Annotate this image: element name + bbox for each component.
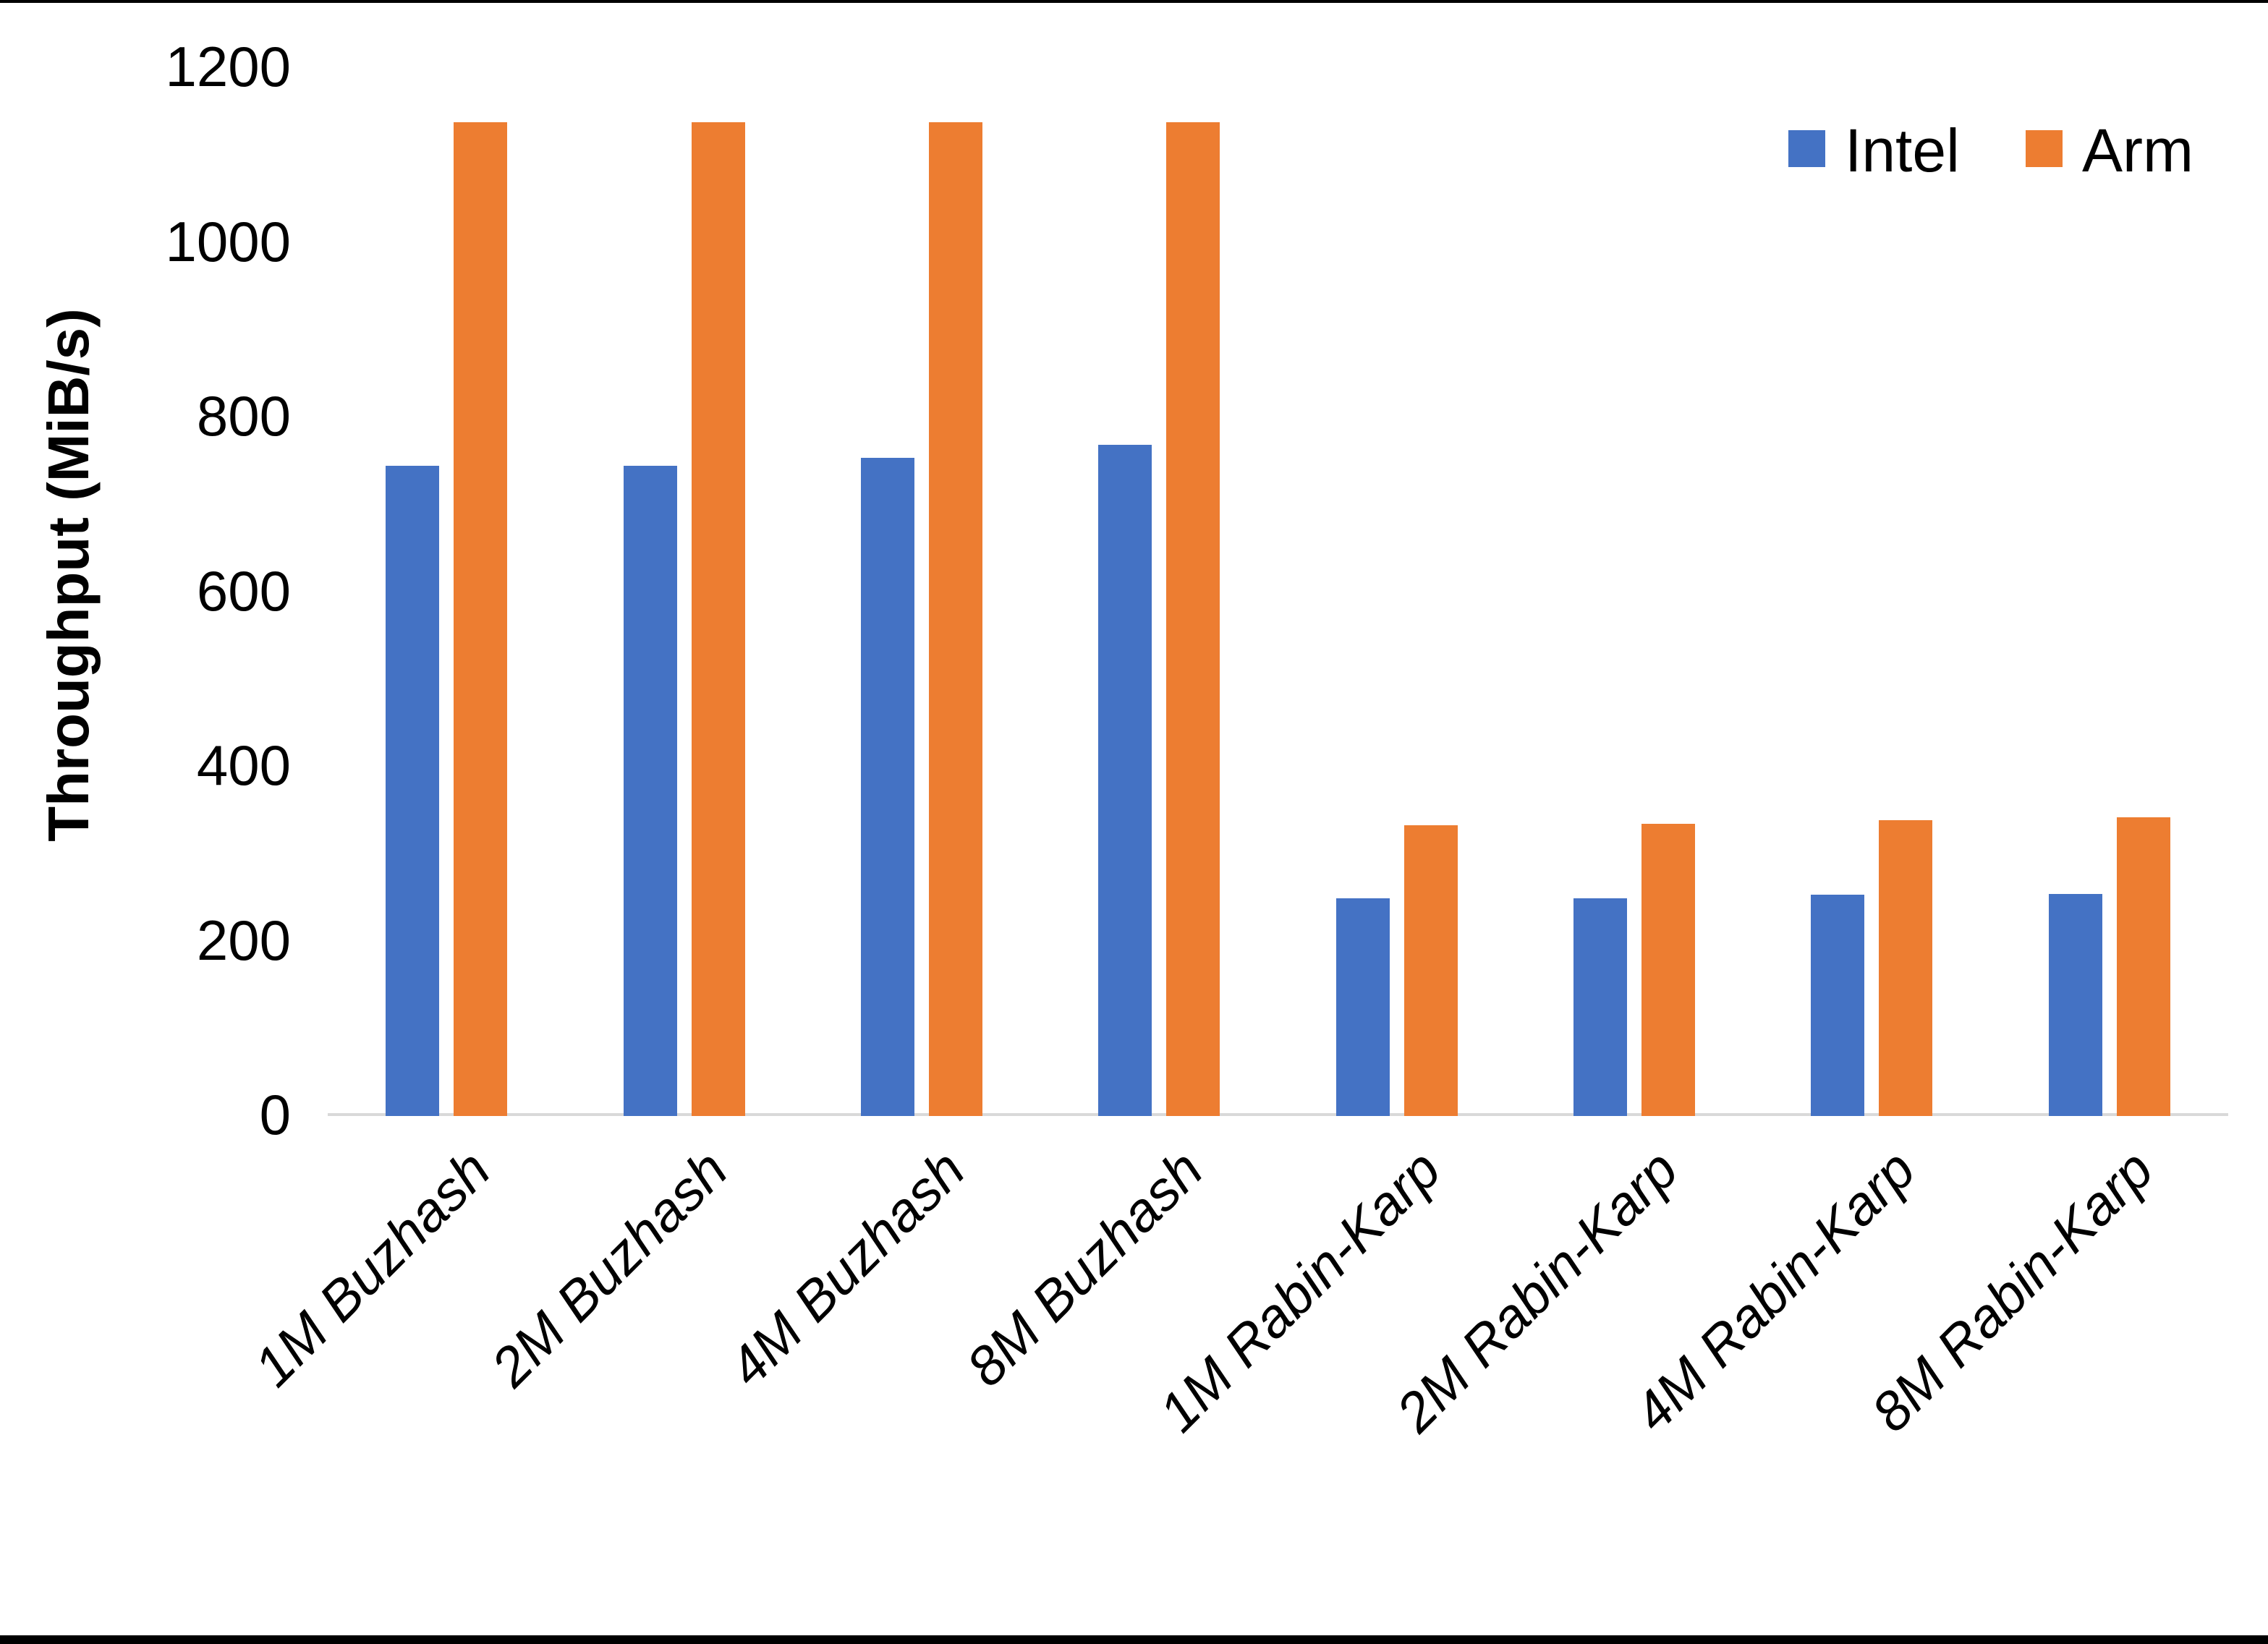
x-label-1m-buzhash: 1M Buzhash — [242, 1138, 502, 1399]
x-label-2m-buzhash: 2M Buzhash — [480, 1138, 740, 1399]
x-label-4m-buzhash: 4M Buzhash — [717, 1138, 977, 1399]
bar-intel-8m-rabin-karp — [2048, 893, 2102, 1116]
bar-arm-4m-rabin-karp — [1879, 820, 1933, 1116]
legend-swatch-intel — [1788, 130, 1825, 167]
bar-intel-8m-buzhash — [1098, 444, 1152, 1116]
bar-arm-2m-buzhash — [691, 122, 745, 1116]
y-tick-label-1200: 1200 — [165, 35, 291, 98]
y-tick-label-0: 0 — [259, 1083, 291, 1146]
bottom-border-line — [0, 1635, 2268, 1644]
y-tick-label-400: 400 — [196, 733, 291, 797]
y-tick-label-600: 600 — [196, 558, 291, 623]
bar-arm-4m-buzhash — [928, 122, 982, 1116]
bar-intel-4m-rabin-karp — [1811, 894, 1865, 1116]
bar-arm-1m-buzhash — [454, 122, 508, 1116]
x-label-8m-buzhash: 8M Buzhash — [955, 1138, 1215, 1399]
bar-intel-2m-rabin-karp — [1573, 898, 1628, 1116]
legend-label-intel: Intel — [1845, 116, 1960, 184]
legend-label-arm: Arm — [2082, 116, 2193, 184]
y-tick-label-800: 800 — [196, 384, 291, 448]
bar-arm-1m-rabin-karp — [1403, 825, 1458, 1116]
bar-intel-4m-buzhash — [860, 457, 914, 1116]
bar-intel-1m-buzhash — [386, 465, 440, 1116]
bar-arm-2m-rabin-karp — [1641, 823, 1696, 1116]
y-tick-label-1000: 1000 — [165, 209, 291, 273]
bar-intel-2m-buzhash — [623, 465, 677, 1116]
legend-swatch-arm — [2026, 130, 2063, 167]
top-border-line — [0, 0, 2268, 3]
bar-arm-8m-buzhash — [1166, 122, 1220, 1116]
bar-arm-8m-rabin-karp — [2116, 817, 2170, 1116]
x-axis-line — [328, 1113, 2228, 1116]
y-tick-label-200: 200 — [196, 908, 291, 972]
bar-intel-1m-rabin-karp — [1335, 898, 1390, 1116]
